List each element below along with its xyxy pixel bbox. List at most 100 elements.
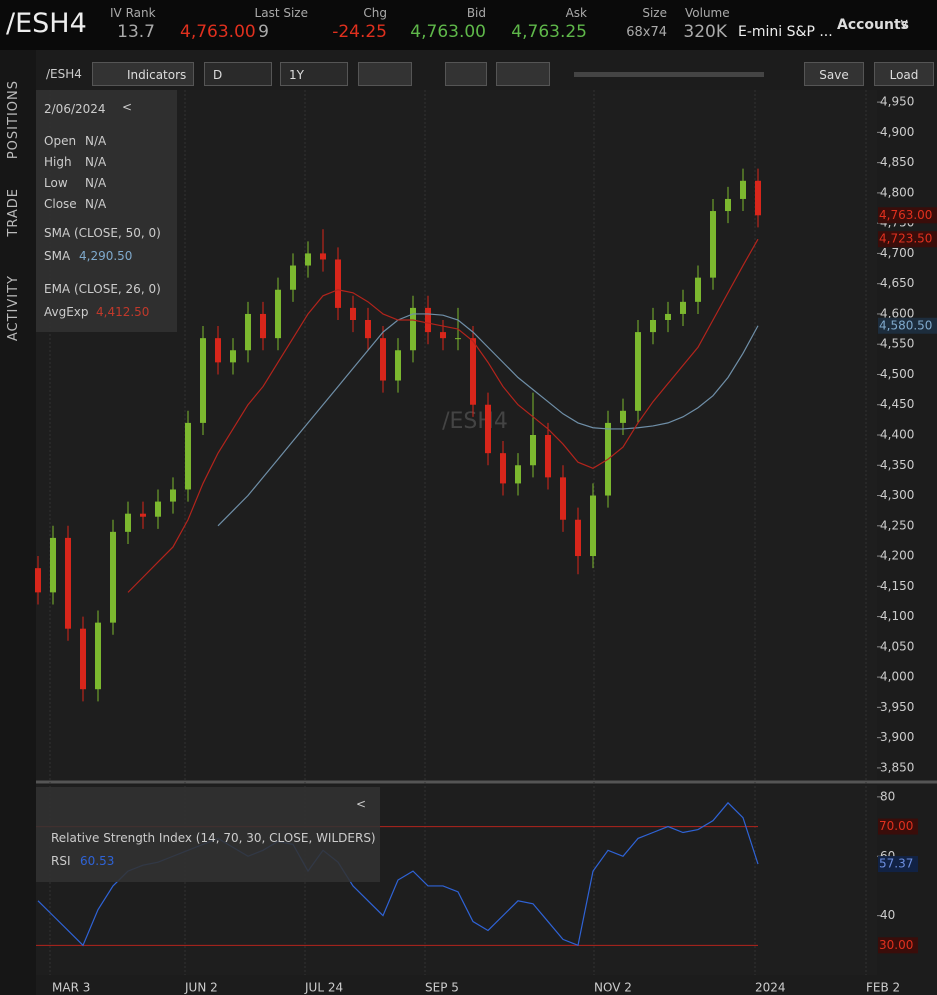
x-tick-label: FEB 2 (866, 981, 900, 995)
y-tick-label: 4,900 (880, 125, 914, 139)
chart-symbol: /ESH4 (46, 67, 82, 81)
chart-style[interactable] (358, 62, 412, 86)
candle-body (260, 313, 266, 339)
watermark: /ESH4 (442, 409, 508, 434)
candle-body (365, 320, 371, 339)
value: 320K (683, 22, 727, 42)
info-panel: 2/06/2024 < Open N/A High N/A Low N/A Close N/A… (36, 90, 177, 332)
info-value: N/A (85, 197, 107, 211)
candle-body (395, 350, 401, 381)
accounts-menu[interactable]: Accounts (837, 17, 910, 33)
header-bar (0, 0, 937, 50)
zoom-slider[interactable] (574, 72, 764, 77)
y-tick-label: 4,250 (880, 518, 914, 532)
candle-body (65, 537, 71, 629)
y-tick-label: 80 (880, 789, 895, 803)
price-marker-label: 4,763.00 (879, 208, 932, 222)
info-label: Close (44, 197, 77, 211)
aggregation-select[interactable]: D (204, 62, 272, 86)
candle-body (290, 265, 296, 290)
candle-body (650, 320, 656, 333)
date: 2/06/2024 (44, 102, 106, 116)
candle-body (440, 332, 446, 339)
candle-body (170, 489, 176, 502)
collapse[interactable]: < (356, 797, 367, 811)
candle-body (680, 301, 686, 314)
indicator-line (217, 313, 759, 527)
symbol: /ESH4 (6, 8, 87, 39)
candle-body (740, 180, 746, 199)
range-select[interactable]: 1Y (280, 62, 348, 86)
candle-body (485, 404, 491, 454)
ema-value: 4,412.50 (96, 305, 150, 319)
ema-title: EMA (CLOSE, 26, 0) (44, 282, 161, 296)
label: Chg (363, 6, 387, 20)
x-tick-label: 2024 (755, 981, 786, 995)
y-tick-label: 4,450 (880, 397, 914, 411)
value: 4,763.00 (410, 22, 486, 42)
indicators-button[interactable]: Indicators (92, 62, 194, 86)
y-tick-label: 4,400 (880, 428, 914, 442)
candle-body (305, 253, 311, 266)
sma-title: SMA (CLOSE, 50, 0) (44, 226, 161, 240)
label: Bid (466, 6, 486, 20)
sma-label: SMA (44, 249, 71, 263)
candle-body (80, 628, 86, 690)
y-tick-label: 4,650 (880, 276, 914, 290)
price-marker-label: 4,723.50 (879, 232, 932, 246)
x-tick-label: JUL 24 (304, 981, 343, 995)
candle-body (155, 501, 161, 517)
y-tick-label: 4,800 (880, 185, 914, 199)
candle-body (335, 259, 341, 308)
candle-body (50, 537, 56, 593)
label: Ask (565, 6, 587, 20)
price-marker (878, 207, 937, 224)
load-button[interactable]: Load (874, 62, 934, 86)
indicator-line (127, 238, 759, 593)
y-tick-label: 4,600 (880, 306, 914, 320)
candle-body (575, 519, 581, 557)
x-tick-label: MAR 3 (52, 981, 90, 995)
drawing-tool[interactable] (445, 62, 487, 86)
candle-body (380, 338, 386, 381)
y-tick-label: 4,200 (880, 549, 914, 563)
y-tick-label: 3,950 (880, 700, 914, 714)
candle-body (275, 289, 281, 339)
value: 9 (258, 22, 269, 42)
sidebar (0, 50, 36, 995)
save-button[interactable]: Save (804, 62, 864, 86)
candle-body (95, 622, 101, 690)
value: 13.7 (117, 22, 155, 42)
x-tick-label: JUN 2 (184, 981, 218, 995)
collapse[interactable]: < (122, 100, 133, 114)
value: 4,763.25 (511, 22, 587, 42)
rsi-title: Relative Strength Index (14, 70, 30, CLO… (51, 831, 376, 845)
candle-body (470, 338, 476, 405)
candle-body (125, 513, 131, 532)
candle-body (350, 307, 356, 320)
y-tick-label: 40 (880, 908, 895, 922)
candle-body (620, 410, 626, 423)
candle-body (755, 180, 761, 216)
candle-body (710, 211, 716, 278)
y-tick-label: 4,300 (880, 488, 914, 502)
y-tick-label: 4,350 (880, 458, 914, 472)
ema-label: AvgExp (44, 305, 89, 319)
candle-body (245, 313, 251, 351)
label: Size (642, 6, 667, 20)
candle-body (110, 531, 116, 623)
info-label: High (44, 155, 72, 169)
description: E-mini S&P ... (738, 24, 833, 40)
cursor-tool[interactable] (496, 62, 550, 86)
value: 68x74 (626, 25, 667, 40)
info-value: N/A (85, 134, 107, 148)
price-marker (878, 231, 937, 248)
y-tick-label: 4,100 (880, 609, 914, 623)
candle-body (455, 338, 461, 340)
y-tick-label: 4,850 (880, 155, 914, 169)
y-tick-label: 4,500 (880, 367, 914, 381)
chevron[interactable]: ∨ (899, 16, 910, 32)
rsi-panel: < Relative Strength Index (14, 70, 30, C… (36, 787, 380, 882)
info-value: N/A (85, 155, 107, 169)
y-tick-label: 3,850 (880, 760, 914, 774)
